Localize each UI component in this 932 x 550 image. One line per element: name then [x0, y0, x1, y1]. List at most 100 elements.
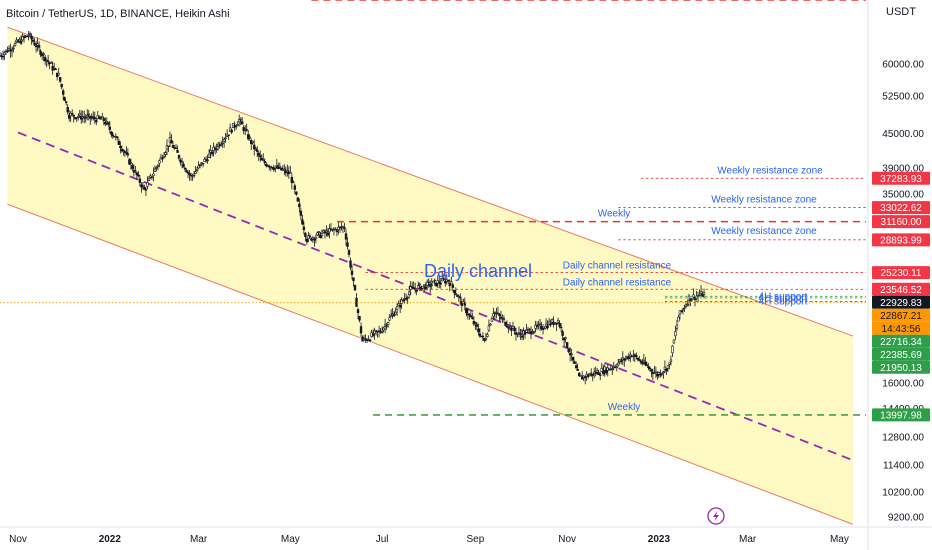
- candle: [40, 52, 44, 61]
- currency-label: USDT: [886, 6, 916, 18]
- candle: [550, 318, 554, 325]
- candle: [289, 165, 292, 174]
- candle: [671, 344, 674, 358]
- candle: [590, 368, 593, 377]
- candle: [513, 325, 516, 335]
- candle: [656, 371, 659, 380]
- svg-text:33022.62: 33022.62: [880, 203, 922, 214]
- candle: [426, 279, 429, 291]
- candle: [137, 171, 140, 178]
- svg-text:22867.21: 22867.21: [880, 311, 922, 322]
- candle: [72, 114, 75, 123]
- svg-text:14:43:56: 14:43:56: [882, 324, 921, 335]
- candle: [254, 146, 257, 151]
- candle: [516, 332, 519, 338]
- candle: [158, 159, 161, 168]
- candle: [502, 315, 506, 323]
- candle: [344, 228, 348, 246]
- candle: [260, 154, 263, 161]
- candle: [588, 372, 591, 377]
- candle: [525, 323, 528, 333]
- price-badge: 22929.83: [872, 295, 930, 309]
- candle: [576, 363, 579, 371]
- candle: [298, 198, 301, 213]
- candle: [702, 288, 706, 299]
- candle: [573, 360, 576, 364]
- candle: [417, 281, 420, 290]
- candle: [615, 363, 618, 372]
- candle: [104, 117, 107, 127]
- candle: [317, 231, 321, 238]
- candle: [316, 231, 319, 236]
- candle: [92, 111, 95, 121]
- price-axis[interactable]: 60000.00 52500.00 45000.00 39000.00 35000.00…: [872, 59, 930, 523]
- candle: [101, 112, 104, 119]
- level-label: Weekly: [598, 209, 631, 220]
- candle: [611, 366, 614, 375]
- candle: [623, 357, 626, 367]
- candle: [463, 297, 467, 311]
- candle: [546, 320, 549, 330]
- candle: [156, 163, 160, 170]
- candle: [553, 322, 557, 325]
- candle: [407, 286, 411, 299]
- candle: [95, 117, 98, 126]
- candle: [278, 162, 282, 169]
- candle: [678, 310, 682, 320]
- price-tick-label: 52500.00: [882, 92, 924, 103]
- candle: [371, 329, 375, 338]
- candle: [98, 115, 101, 120]
- candle: [335, 228, 339, 237]
- candle: [627, 352, 631, 362]
- candle: [227, 134, 230, 141]
- candle: [334, 227, 337, 231]
- time-tick-label: Mar: [190, 534, 208, 545]
- candle: [77, 113, 80, 121]
- candle: [119, 141, 122, 154]
- candle: [323, 229, 327, 239]
- candle: [558, 320, 561, 329]
- candle: [353, 284, 357, 291]
- candle: [272, 164, 275, 172]
- candle: [439, 277, 442, 289]
- candle: [162, 152, 166, 159]
- time-axis[interactable]: Nov 2022 Mar May Jul Sep Nov 2023 Mar May: [9, 534, 849, 545]
- candle: [423, 284, 426, 292]
- candle: [204, 156, 208, 163]
- candle: [57, 67, 60, 77]
- candle: [117, 138, 121, 145]
- candle: [215, 143, 218, 153]
- candle: [641, 358, 644, 366]
- candle: [594, 366, 597, 377]
- candle: [192, 170, 196, 179]
- candle: [580, 371, 584, 380]
- candle: [647, 363, 650, 371]
- candle: [681, 307, 685, 315]
- price-badge: 21950.13: [872, 360, 930, 374]
- candle: [701, 291, 704, 298]
- candle: [152, 167, 155, 182]
- candle: [313, 237, 316, 247]
- candle: [165, 139, 169, 156]
- candle: [477, 323, 480, 336]
- candle: [666, 365, 670, 372]
- candle: [304, 231, 307, 241]
- price-badge: 31160.00: [872, 215, 930, 229]
- candle: [475, 321, 479, 331]
- candle: [427, 278, 430, 288]
- lightning-icon[interactable]: [707, 507, 725, 525]
- candle: [221, 136, 224, 148]
- candle: [579, 375, 582, 377]
- svg-text:31160.00: 31160.00: [881, 217, 922, 228]
- candle: [389, 309, 393, 318]
- candle: [177, 154, 181, 161]
- candle: [368, 338, 372, 343]
- candle: [141, 181, 145, 190]
- candle: [663, 360, 667, 374]
- candle: [662, 370, 665, 379]
- candle: [129, 158, 133, 170]
- candle: [565, 342, 569, 349]
- candle: [54, 67, 57, 70]
- candle: [218, 142, 221, 149]
